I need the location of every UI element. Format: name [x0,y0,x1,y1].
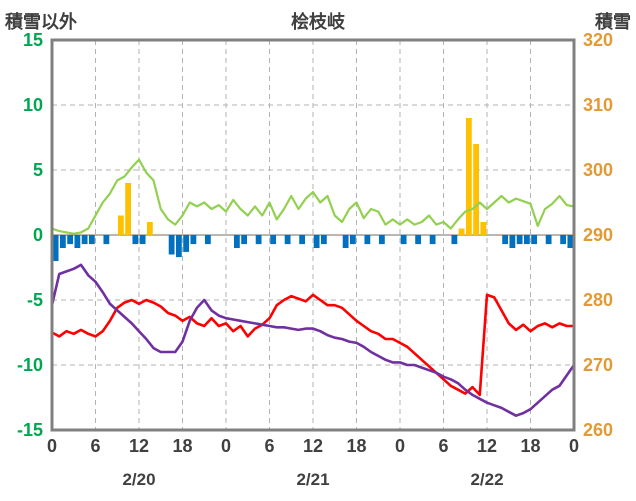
blue-bars-bar [190,235,197,245]
blue-bars-bar [378,235,385,245]
date-label: 2/20 [122,470,155,489]
chart-header: 積雪以外 桧枝岐 積雪 [0,6,636,32]
blue-bars-bar [103,235,110,245]
right-axis-tick-label: 270 [583,355,613,375]
x-axis-hour-label: 18 [520,436,540,456]
blue-bars-bar [59,235,66,248]
plot-border [50,38,576,432]
right-axis-title: 積雪 [595,12,631,32]
orange-bars-bar [480,222,487,235]
blue-bars-bar [168,235,175,255]
orange-bars-bar [465,118,472,235]
blue-bars-bar [342,235,349,248]
blue-bars-bar [74,235,81,248]
blue-bars-bar [81,235,88,245]
left-axis-tick-label: 0 [33,225,43,245]
left-axis-tick-label: 5 [33,160,43,180]
blue-bars-bar [502,235,509,245]
blue-bars-bar [175,235,182,258]
x-axis-hour-label: 12 [129,436,149,456]
right-axis-tick-label: 260 [583,420,613,440]
x-axis-hour-label: 18 [346,436,366,456]
left-axis-tick-label: -10 [17,355,43,375]
blue-bars-bar [67,235,74,245]
blue-bars-bar [255,235,262,245]
blue-bars-bar [270,235,277,245]
x-axis-hour-label: 6 [438,436,448,456]
blue-bars-bar [313,235,320,248]
orange-bars-bar [146,222,153,235]
blue-bars-bar [204,235,211,245]
x-axis-hour-label: 6 [90,436,100,456]
x-axis-hour-label: 12 [477,436,497,456]
date-label: 2/22 [470,470,503,489]
right-axis-tick-label: 320 [583,30,613,50]
left-axis-tick-label: 10 [23,95,43,115]
blue-bars-bar [364,235,371,245]
x-axis-hour-label: 0 [47,436,57,456]
left-axis-tick-label: -5 [27,290,43,310]
blue-bars-bar [139,235,146,245]
orange-bars-bar [125,183,132,235]
blue-bars-bar [299,235,306,245]
x-axis-hour-label: 12 [303,436,323,456]
blue-bars-bar [241,235,248,245]
blue-bars-bar [183,235,190,252]
green-line-series [50,158,576,235]
x-axis-hour-label: 0 [395,436,405,456]
red-line-series [50,293,576,397]
x-axis-hour-label: 18 [172,436,192,456]
blue-bars-bar [523,235,530,245]
chart-title: 桧枝岐 [291,12,345,32]
orange-bars-bar [473,144,480,235]
right-axis-tick-label: 280 [583,290,613,310]
blue-bars-bar [545,235,552,245]
blue-bars-bar [284,235,291,245]
blue-bars-bar [349,235,356,245]
right-axis-tick-label: 290 [583,225,613,245]
blue-bars-bar [429,235,436,245]
blue-bars-bar [233,235,240,248]
blue-bars-bar [451,235,458,245]
blue-bars-bar [400,235,407,245]
purple-line-series [50,263,576,418]
left-axis-tick-label: -15 [17,420,43,440]
blue-bars-bar [415,235,422,245]
right-axis-tick-label: 310 [583,95,613,115]
blue-bars-bar [52,235,59,261]
x-axis-hour-label: 0 [221,436,231,456]
orange-bars-bar [458,228,465,235]
blue-bars-bar [516,235,523,245]
blue-bars-bar [132,235,139,245]
right-axis-tick-label: 300 [583,160,613,180]
left-axis-tick-label: 15 [23,30,43,50]
left-axis-title: 積雪以外 [5,12,77,32]
blue-bars-bar [531,235,538,245]
x-axis-hour-label: 6 [264,436,274,456]
blue-bars-bar [320,235,327,245]
blue-bars-bar [88,235,95,245]
orange-bars-bar [117,215,124,235]
blue-bars-bar [509,235,516,248]
blue-bars-bar [560,235,567,245]
blue-bars-bar [567,235,574,248]
x-axis-hour-label: 0 [569,436,579,456]
date-label: 2/21 [296,470,329,489]
